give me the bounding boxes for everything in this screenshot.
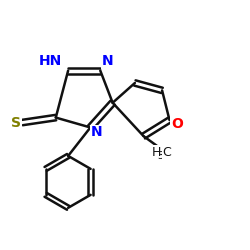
Text: C: C	[162, 146, 171, 159]
Text: H: H	[152, 146, 162, 159]
Text: S: S	[11, 116, 21, 130]
Text: N: N	[102, 54, 114, 68]
Text: N: N	[91, 126, 102, 140]
Text: HN: HN	[39, 54, 62, 68]
Text: O: O	[171, 117, 183, 131]
Text: 3: 3	[158, 151, 164, 161]
